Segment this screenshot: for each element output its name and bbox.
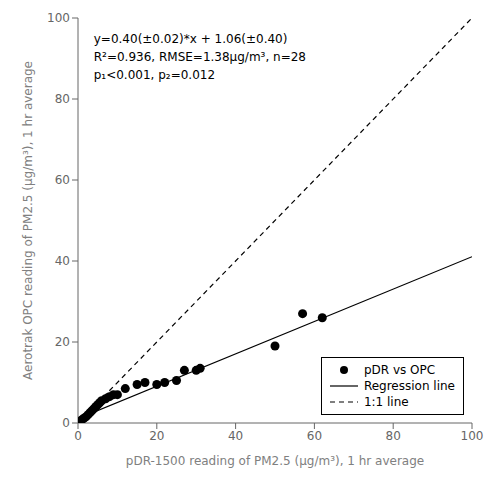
svg-text:0: 0 xyxy=(62,416,70,430)
html-text:1:1 line: 1:1 line xyxy=(363,395,409,409)
svg-text:40: 40 xyxy=(228,429,243,443)
svg-text:40: 40 xyxy=(55,254,70,268)
svg-text:80: 80 xyxy=(386,429,401,443)
html-text:pDR vs OPC: pDR vs OPC xyxy=(363,363,436,377)
html-text:Regression line: Regression line xyxy=(363,379,455,393)
svg-text:0: 0 xyxy=(74,429,82,443)
svg-text:pDR-1500 reading of PM2.5 (μg/: pDR-1500 reading of PM2.5 (μg/m³), 1 hr … xyxy=(126,454,424,468)
svg-text:100: 100 xyxy=(461,429,484,443)
svg-text:20: 20 xyxy=(149,429,164,443)
svg-text:100: 100 xyxy=(47,11,70,25)
svg-text:60: 60 xyxy=(55,173,70,187)
html-text:y=0.40(±0.02)*x + 1.06(±0.40): y=0.40(±0.02)*x + 1.06(±0.40) xyxy=(93,32,288,47)
svg-text:60: 60 xyxy=(307,429,322,443)
svg-text:20: 20 xyxy=(55,335,70,349)
html-text:p₁<0.001, p₂=0.012: p₁<0.001, p₂=0.012 xyxy=(93,68,216,83)
svg-text:Aerotrak OPC reading of PM2.5: Aerotrak OPC reading of PM2.5 (μg/m³), 1… xyxy=(21,61,35,380)
svg-text:80: 80 xyxy=(55,92,70,106)
html-text:R²=0.936, RMSE=1.38μg/m³, n=28: R²=0.936, RMSE=1.38μg/m³, n=28 xyxy=(93,50,306,65)
